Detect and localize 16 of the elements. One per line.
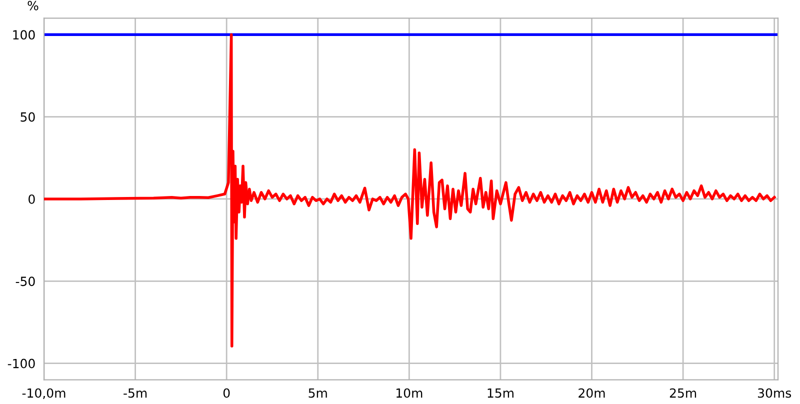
line-series: [44, 33, 776, 348]
y-tick-label: -100: [8, 358, 35, 368]
x-tick-label: 0: [223, 388, 230, 398]
y-tick-label: 0: [28, 194, 35, 204]
y-axis-title: %: [28, 0, 38, 10]
x-tick-label: -5m: [124, 388, 147, 398]
x-tick-label: 25m: [670, 388, 696, 398]
y-tick-label: 50: [20, 112, 35, 122]
x-tick-label: -10,0m: [22, 388, 66, 400]
y-tick-label: -50: [16, 276, 35, 286]
x-tick-label: 15m: [488, 388, 514, 398]
x-tick-label: 20m: [578, 388, 605, 398]
x-tick-label: 5m: [308, 388, 327, 398]
y-tick-label: 100: [13, 30, 35, 40]
x-tick-label: 30ms: [758, 388, 792, 398]
x-tick-label: 10m: [396, 388, 422, 398]
